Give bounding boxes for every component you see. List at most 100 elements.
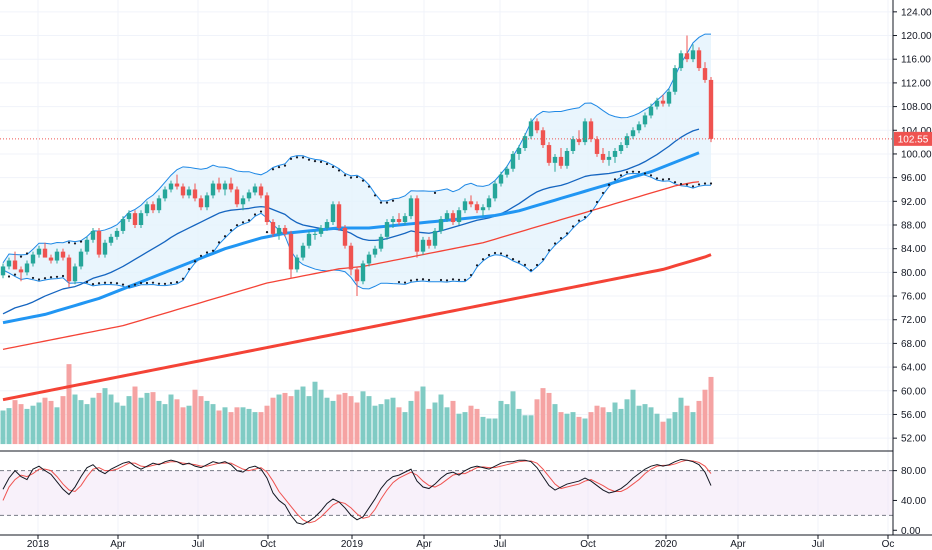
volume-bar [432, 402, 438, 445]
volume-bar [492, 418, 498, 445]
candle-body [444, 213, 450, 220]
sar-dot [229, 229, 233, 232]
sar-dot [313, 159, 317, 163]
candle-body [108, 236, 114, 243]
stoch-axis[interactable]: 0.00 40.00 80.00 [893, 466, 926, 537]
price-tick-label: 52.00 [901, 434, 926, 445]
volume-bar [30, 405, 36, 445]
sar-dot [415, 278, 419, 281]
time-tick-label: 2019 [341, 539, 364, 550]
time-tick-label: Apr [730, 539, 746, 550]
volume-bar [234, 407, 240, 445]
volume-bar [690, 412, 696, 445]
candle-body [420, 239, 426, 252]
volume-bar [162, 404, 168, 445]
candle-body [222, 183, 228, 190]
candle-body [696, 50, 702, 69]
volume-bar [366, 396, 372, 445]
candle-body [588, 121, 594, 140]
candle-body [684, 53, 690, 60]
volume-bar [312, 381, 318, 445]
bollinger-bands [2, 33, 712, 290]
stoch-tick-label: 80.00 [901, 466, 926, 477]
sar-dot [193, 260, 197, 263]
sar-dot [103, 281, 107, 284]
candle-body [84, 239, 90, 252]
volume-bar [264, 405, 270, 445]
volume-bar [384, 399, 390, 445]
candle-body [288, 233, 294, 270]
volume-bar [156, 400, 162, 445]
candle-body [258, 186, 264, 196]
last-price-tag: 102.55 [894, 131, 932, 146]
sar-dot [55, 275, 59, 278]
time-axis[interactable]: 2018 Apr Jul Oct 2019 Apr Jul Oct 2020 Apr Jul Oc [27, 535, 895, 550]
candle-body [168, 183, 174, 190]
candle-body [306, 233, 312, 246]
sar-dot [121, 283, 125, 286]
volume-bar [198, 396, 204, 445]
volume-bar [612, 402, 618, 445]
volume-bar [504, 404, 510, 445]
price-tick-label: 60.00 [901, 386, 926, 397]
volume-bar [240, 407, 246, 445]
candle-body [510, 153, 516, 169]
sar-dot [253, 213, 257, 216]
volume-bar [546, 392, 552, 445]
candle-body [18, 269, 24, 273]
sar-dot [259, 210, 263, 213]
time-tick-label: 2020 [655, 539, 678, 550]
candle-body [552, 156, 558, 163]
price-tick-label: 96.00 [901, 173, 926, 184]
sar-dot [31, 276, 35, 280]
candle-body [516, 148, 522, 154]
volume-bar [216, 410, 222, 445]
volume-bar [210, 404, 216, 445]
sar-dot [463, 278, 467, 281]
sar-dot [331, 165, 335, 169]
sar-dot [685, 183, 689, 186]
candle-body [324, 222, 330, 228]
candle-body [624, 136, 630, 146]
volume-bar [324, 397, 330, 445]
candle-body [120, 219, 126, 231]
sar-dot [607, 183, 611, 186]
volume-bar [648, 407, 654, 445]
volume-bar [636, 405, 642, 445]
time-tick-label: Jul [494, 539, 507, 550]
price-tick-label: 120.00 [901, 31, 932, 42]
candle-body [678, 53, 684, 69]
sar-dot [595, 200, 599, 204]
sar-dot [367, 185, 371, 188]
volume-bar [282, 392, 288, 445]
stoch-grid [0, 470, 893, 516]
sar-dot [13, 273, 17, 276]
volume-bar [78, 400, 84, 445]
volume-bar [288, 396, 294, 445]
candle-body [138, 213, 144, 225]
sar-dot [295, 156, 299, 159]
time-tick-label: Oc [882, 539, 895, 550]
sar-dot [679, 182, 683, 186]
volume-bar [294, 389, 300, 445]
price-axis[interactable]: 52.00 56.00 60.00 64.00 68.00 72.00 76.00 80.00… [893, 7, 932, 445]
volume-bar [192, 389, 198, 445]
volume-bar [60, 396, 66, 445]
candle-body [690, 50, 696, 60]
sar-dot [205, 251, 209, 254]
sar-dot [325, 162, 329, 166]
volume-bar [54, 407, 60, 445]
sar-dot [361, 179, 365, 182]
sar-dot [187, 267, 191, 271]
candle-body [102, 242, 108, 255]
volume-bar [528, 415, 534, 445]
volume-bar [414, 391, 420, 445]
volume-bar [438, 394, 444, 445]
candle-body [174, 183, 180, 187]
last-price-tag-bg [894, 131, 932, 146]
candle-body [660, 100, 666, 104]
time-tick-label: Apr [416, 539, 432, 550]
volume-bar [654, 413, 660, 445]
sar-dot [481, 258, 485, 261]
